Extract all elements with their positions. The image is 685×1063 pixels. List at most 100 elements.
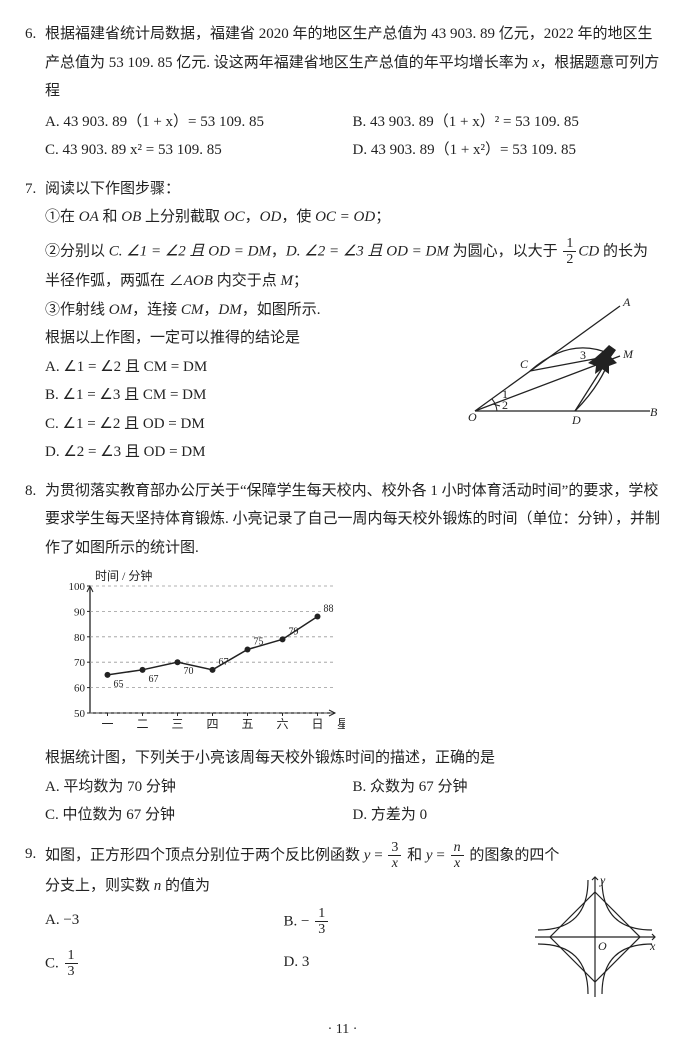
eq: = <box>370 847 386 863</box>
svg-text:二: 二 <box>136 717 148 731</box>
q9-number: 9. <box>25 840 45 1002</box>
q7-option-d: D. ∠2 = ∠3 且 OD = DM <box>45 438 660 467</box>
q9-t2: 和 <box>403 847 426 863</box>
lbl-o: O <box>468 410 477 424</box>
txt: ②分别以 <box>45 243 109 259</box>
q8-option-a: A. 平均数为 70 分钟 <box>45 773 353 802</box>
question-9: 9. 如图，正方形四个顶点分别位于两个反比例函数 y = 3x 和 y = nx… <box>25 840 660 1002</box>
q8-number: 8. <box>25 477 45 830</box>
fnn: n <box>451 840 464 856</box>
question-7: 7. 阅读以下作图步骤： ①在 OA 和 OB 上分别截取 OC，OD，使 OC… <box>25 175 660 467</box>
q8-text: 为贯彻落实教育部办公厅关于“保障学生每天校内、校外各 1 小时体育活动时间”的要… <box>45 483 660 556</box>
q7-body: 阅读以下作图步骤： ①在 OA 和 OB 上分别截取 OC，OD，使 OC = … <box>45 175 660 467</box>
q6-option-b: B. 43 903. 89（1 + x）² = 53 109. 85 <box>353 108 661 137</box>
eq: OC = OD <box>315 209 375 225</box>
q9-t4: 分支上，则实数 <box>45 878 154 894</box>
lbl-c: C <box>520 357 529 371</box>
q6-option-a: A. 43 903. 89（1 + x）= 53 109. 85 <box>45 108 353 137</box>
q8-option-d: D. 方差为 0 <box>353 801 661 830</box>
svg-text:70: 70 <box>74 657 86 669</box>
svg-text:50: 50 <box>74 708 86 720</box>
cpre: C. <box>45 955 63 971</box>
cd: 3 <box>65 964 78 979</box>
txt: ，如图所示. <box>242 302 321 318</box>
svg-text:79: 79 <box>289 627 299 638</box>
q9-t3: 的图象的四个 <box>466 847 560 863</box>
y2: y <box>426 847 433 863</box>
txt: ， <box>203 302 218 318</box>
q8-chart: 时间 / 分钟5060708090100一二三四五六日星期65677067757… <box>45 568 660 738</box>
om: OM <box>109 302 132 318</box>
q7-step2: ②分别以 C. ∠1 = ∠2 且 OD = DM，D. ∠2 = ∠3 且 O… <box>45 236 660 296</box>
svg-text:80: 80 <box>74 632 86 644</box>
d: D. ∠2 = ∠3 且 OD = DM <box>286 243 449 259</box>
txt: ③作射线 <box>45 302 109 318</box>
txt: ， <box>245 209 260 225</box>
svg-text:星期: 星期 <box>337 717 345 731</box>
svg-text:65: 65 <box>114 679 124 690</box>
q7-step1: ①在 OA 和 OB 上分别截取 OC，OD，使 OC = OD； <box>45 203 660 232</box>
lbl-m: M <box>622 347 634 361</box>
cm: CM <box>181 302 204 318</box>
lbl-o: O <box>598 939 607 953</box>
svg-text:67: 67 <box>149 674 159 685</box>
svg-text:六: 六 <box>276 717 288 731</box>
question-6: 6. 根据福建省统计局数据，福建省 2020 年的地区生产总值为 43 903.… <box>25 20 660 165</box>
lbl-3: 3 <box>580 348 586 362</box>
lbl-a: A <box>622 296 631 309</box>
q7-number: 7. <box>25 175 45 467</box>
aob: AOB <box>184 273 213 289</box>
svg-text:100: 100 <box>69 581 86 593</box>
dm: DM <box>218 302 241 318</box>
q9-option-a: A. −3 <box>45 906 284 938</box>
q9-figure: O x y <box>530 872 660 1002</box>
txt: ； <box>293 273 308 289</box>
q6-number: 6. <box>25 20 45 165</box>
ob: OB <box>121 209 141 225</box>
svg-text:时间 / 分钟: 时间 / 分钟 <box>95 568 152 583</box>
m: M <box>280 273 293 289</box>
txt: ； <box>375 209 390 225</box>
bd: 3 <box>315 922 328 937</box>
q7-intro: 阅读以下作图步骤： <box>45 175 660 204</box>
q6-option-d: D. 43 903. 89（1 + x²）= 53 109. 85 <box>353 136 661 165</box>
lbl-x: x <box>649 939 656 953</box>
lbl-y: y <box>599 873 606 887</box>
q8-body: 为贯彻落实教育部办公厅关于“保障学生每天校内、校外各 1 小时体育活动时间”的要… <box>45 477 660 830</box>
lbl-d: D <box>571 413 581 426</box>
fdx2: x <box>451 856 464 871</box>
od: OD <box>260 209 282 225</box>
lbl-b: B <box>650 405 658 419</box>
txt: 和 <box>99 209 122 225</box>
svg-text:日: 日 <box>311 717 323 731</box>
cd: CD <box>578 243 599 259</box>
q9-t1: 如图，正方形四个顶点分别位于两个反比例函数 <box>45 847 364 863</box>
svg-text:75: 75 <box>254 637 264 648</box>
svg-text:一: 一 <box>101 717 113 731</box>
txt: ①在 <box>45 209 79 225</box>
eq2: = <box>433 847 449 863</box>
txt: 上分别截取 <box>141 209 224 225</box>
q9-t5: 的值为 <box>161 878 210 894</box>
q8-conclusion: 根据统计图，下列关于小亮该周每天校外锻炼时间的描述，正确的是 <box>45 744 660 773</box>
txt: ，使 <box>281 209 315 225</box>
lbl-2: 2 <box>502 398 508 412</box>
half-n: 1 <box>563 236 576 252</box>
q9-option-c: C. 13 <box>45 948 284 980</box>
txt: ， <box>271 243 286 259</box>
txt: ，连接 <box>132 302 181 318</box>
page-number: · 11 · <box>25 1017 660 1044</box>
svg-text:88: 88 <box>324 604 334 615</box>
cn: 1 <box>65 948 78 964</box>
question-8: 8. 为贯彻落实教育部办公厅关于“保障学生每天校内、校外各 1 小时体育活动时间… <box>25 477 660 830</box>
oc: OC <box>224 209 245 225</box>
svg-text:五: 五 <box>241 717 253 731</box>
txt: 内交于点 <box>213 273 281 289</box>
fn3: 3 <box>388 840 401 856</box>
q9-option-d: D. 3 <box>284 948 523 980</box>
svg-text:67: 67 <box>219 657 229 668</box>
svg-text:70: 70 <box>184 666 194 677</box>
c: C. ∠1 = ∠2 且 OD = DM <box>109 243 271 259</box>
txt: 为圆心，以大于 <box>449 243 562 259</box>
svg-text:三: 三 <box>171 717 183 731</box>
